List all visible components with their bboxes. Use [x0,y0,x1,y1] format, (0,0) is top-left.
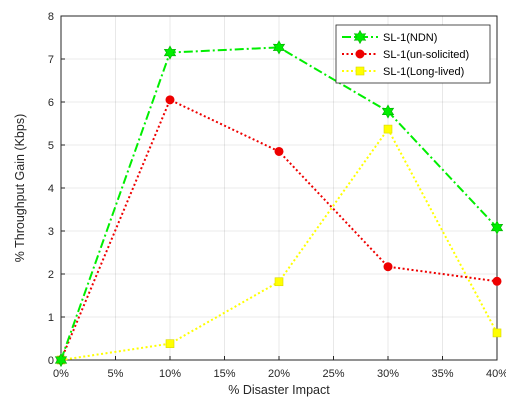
y-axis-label: % Throughput Gain (Kbps) [13,114,27,262]
legend-label: SL-1(Long-lived) [383,66,464,78]
y-tick-label: 4 [48,183,54,195]
legend-label: SL-1(NDN) [383,32,437,44]
series-sl-1-ndn- [54,40,504,368]
y-tick-label: 1 [48,312,54,324]
legend-item: SL-1(un-solicited) [342,49,469,61]
x-tick-label: 30% [377,368,399,380]
data-point [165,339,175,348]
data-point [54,352,68,368]
x-tick-label: 20% [268,368,290,380]
data-point [381,104,395,119]
legend-marker [355,66,365,76]
data-point [383,124,393,134]
y-tick-label: 5 [48,140,54,152]
data-point [274,277,284,287]
data-point [272,40,286,55]
x-tick-label: 10% [159,368,181,380]
series-group [54,40,504,368]
legend-marker [353,29,367,45]
x-tick-label: 5% [108,368,124,380]
y-tick-label: 3 [48,226,54,238]
legend: SL-1(NDN) SL-1(un-solicited) SL-1(Long-liv… [335,24,491,84]
y-tick-label: 2 [48,269,54,281]
y-tick-label: 0 [48,355,54,367]
data-point [490,220,504,235]
legend-item: SL-1(NDN) [342,29,437,45]
x-tick-label: 40% [486,368,506,380]
legend-marker [355,49,365,59]
legend-label: SL-1(un-solicited) [383,49,469,61]
x-tick-label: 15% [213,368,235,380]
x-tick-label: 35% [431,368,453,380]
y-tick-label: 6 [48,97,54,109]
data-point [383,262,393,272]
data-point [492,328,502,338]
data-point [492,276,502,286]
data-point [274,146,284,156]
data-point [163,45,177,60]
y-tick-label: 8 [48,11,54,23]
data-point [165,95,175,105]
series-line [60,46,498,361]
y-tick-label: 7 [48,54,54,66]
legend-item: SL-1(Long-lived) [342,66,464,78]
x-tick-label: 0% [53,368,69,380]
x-tick-label: 25% [322,368,344,380]
x-axis-label: % Disaster Impact [228,383,330,397]
